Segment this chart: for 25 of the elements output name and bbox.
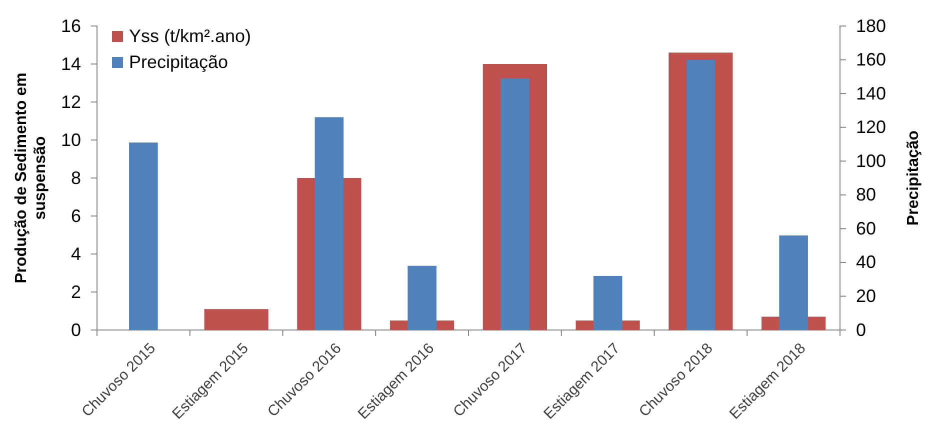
y-tick-label: 10 <box>60 130 81 150</box>
bar <box>129 142 158 330</box>
bar <box>204 309 268 330</box>
y-tick-label: 2 <box>70 282 81 302</box>
y-tick-label: 4 <box>70 244 81 264</box>
y-tick-label: 12 <box>60 92 81 112</box>
y-tick-label: 0 <box>70 320 81 340</box>
y2-tick-label: 60 <box>856 218 876 238</box>
legend-label: Precipitação <box>129 52 228 72</box>
y2-tick-label: 80 <box>856 184 876 205</box>
y2-tick-label: 0 <box>856 320 866 340</box>
y-tick-label: 16 <box>60 16 81 36</box>
y2-tick-label: 100 <box>856 150 886 171</box>
y2-axis-title: Precipitação <box>905 130 922 226</box>
y-tick-label: 6 <box>70 206 81 226</box>
y2-tick-label: 140 <box>856 83 886 104</box>
legend-label: Yss (t/km².ano) <box>129 26 252 46</box>
y-tick-label: 14 <box>60 54 81 74</box>
y2-tick-label: 120 <box>856 117 886 138</box>
y2-tick-label: 40 <box>856 252 876 272</box>
y2-tick-label: 20 <box>856 286 876 306</box>
y2-tick-label: 180 <box>856 16 886 36</box>
y-tick-label: 8 <box>70 168 81 188</box>
y-axis-title: Produção de Sedimento em suspensão <box>13 72 50 284</box>
y2-tick-label: 160 <box>856 50 886 70</box>
